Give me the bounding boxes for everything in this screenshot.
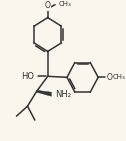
Text: O: O [45,1,51,10]
Text: O: O [106,73,112,82]
Polygon shape [37,90,51,96]
Text: NH₂: NH₂ [55,90,71,99]
Text: CH₃: CH₃ [113,74,126,80]
Text: CH₃: CH₃ [59,1,71,7]
Text: HO: HO [21,72,34,81]
